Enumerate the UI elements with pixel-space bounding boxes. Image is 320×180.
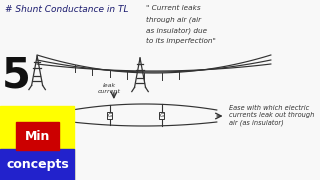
Bar bbox=[159, 112, 164, 119]
Text: Min: Min bbox=[25, 130, 50, 143]
Text: leak
current: leak current bbox=[98, 83, 121, 94]
Bar bbox=[1, 148, 75, 180]
Text: Ease with which electric
currents leak out through
air (as insulator): Ease with which electric currents leak o… bbox=[229, 105, 314, 126]
Text: G: G bbox=[108, 113, 112, 118]
Text: 5: 5 bbox=[2, 54, 31, 96]
Text: " Current leaks: " Current leaks bbox=[146, 5, 201, 11]
Text: as insulator) due: as insulator) due bbox=[146, 27, 207, 34]
Bar bbox=[1, 106, 75, 180]
Bar bbox=[107, 112, 112, 119]
Text: to its imperfection": to its imperfection" bbox=[146, 38, 216, 44]
Text: concepts: concepts bbox=[6, 158, 69, 171]
Text: G: G bbox=[160, 112, 164, 118]
Text: # Shunt Conductance in TL: # Shunt Conductance in TL bbox=[5, 5, 128, 14]
Bar bbox=[16, 122, 59, 150]
Text: through air (air: through air (air bbox=[146, 16, 201, 23]
